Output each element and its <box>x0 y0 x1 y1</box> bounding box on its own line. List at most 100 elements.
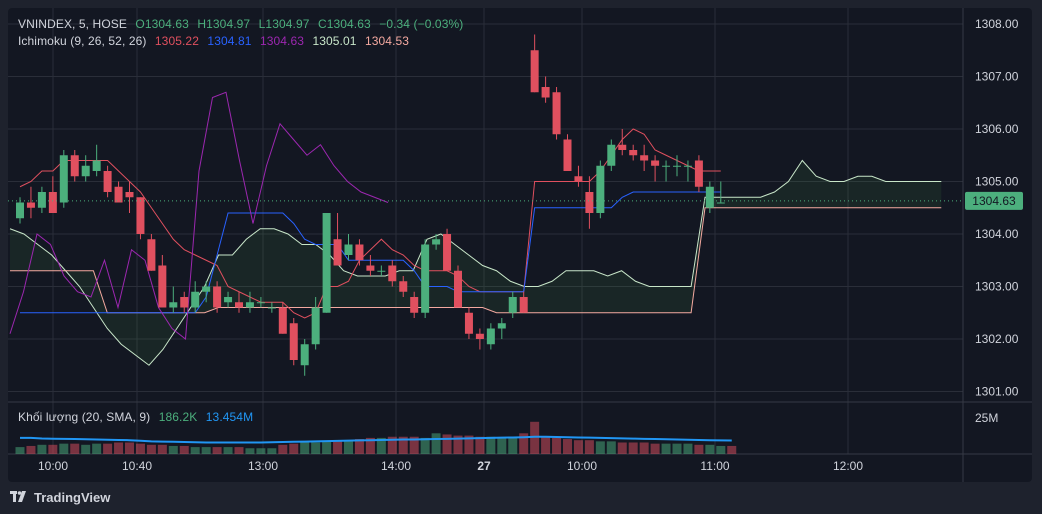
candle-body <box>508 297 517 313</box>
volume-name: Khối lượng (20, SMA, 9) <box>18 410 151 424</box>
price-tick-label: 1301.00 <box>975 385 1019 399</box>
candle-body <box>114 186 123 203</box>
candle-body <box>673 165 681 167</box>
price-tick-label: 1304.00 <box>975 227 1019 241</box>
volume-bar <box>705 444 715 454</box>
volume-bar <box>223 447 233 454</box>
volume-bar <box>628 442 638 454</box>
candle-body <box>388 265 397 282</box>
candle <box>136 197 145 240</box>
candle <box>26 186 35 219</box>
candle-body <box>59 155 68 203</box>
candle <box>563 134 572 171</box>
tradingview-footer[interactable]: TradingView <box>10 488 110 506</box>
time-tick-label: 10:00 <box>38 459 68 473</box>
volume-bar <box>365 437 375 454</box>
candle-body <box>355 244 364 261</box>
open-value: O1304.63 <box>135 17 189 31</box>
candle <box>114 181 123 203</box>
candle-body <box>103 171 112 192</box>
candle-body <box>399 281 408 292</box>
ichimoku-chikou-value: 1304.63 <box>259 34 305 48</box>
candle-body <box>344 244 353 255</box>
time-tick-label: 10:40 <box>122 459 152 473</box>
tradingview-logo-icon <box>10 491 30 503</box>
candle-body <box>497 323 506 329</box>
candle <box>147 234 156 271</box>
candle-body <box>454 270 462 308</box>
volume-bar <box>168 445 178 454</box>
ichimoku-tenkan-value: 1305.22 <box>154 34 199 48</box>
candle <box>333 213 342 266</box>
candle <box>574 165 583 187</box>
candle <box>486 323 495 350</box>
candle-body <box>245 302 254 308</box>
volume-bar <box>727 445 737 454</box>
ichimoku-spanb-value: 1304.53 <box>364 34 410 48</box>
candle-body <box>552 92 561 135</box>
volume-bar <box>201 447 211 454</box>
volume-bar <box>333 441 343 454</box>
volume-bar <box>278 444 288 454</box>
candle <box>366 255 375 276</box>
candle-body <box>607 144 616 166</box>
candle <box>16 197 24 224</box>
candle <box>519 291 528 313</box>
volume-sma-value: 13.454M <box>205 410 254 424</box>
volume-bar <box>530 421 540 454</box>
candle-body <box>716 202 725 204</box>
candle-body <box>585 192 594 213</box>
volume-bar <box>212 447 222 454</box>
candle <box>59 150 68 208</box>
candle-body <box>37 192 46 208</box>
chikou-line <box>9 91 389 340</box>
volume-sma-line <box>20 435 732 444</box>
candle <box>81 155 90 182</box>
volume-bar <box>541 436 551 454</box>
candle-body <box>596 165 605 213</box>
chart-frame[interactable]: 1304.63 1308.00 1307.00 1306.00 1305.00 1304.… <box>8 8 1032 482</box>
candle-body <box>475 333 484 339</box>
time-tick-label: 27 <box>477 459 491 473</box>
candle <box>388 260 397 287</box>
price-tick-label: 1308.00 <box>975 17 1019 31</box>
candle <box>673 155 681 177</box>
ichimoku-legend: Ichimoku (9, 26, 52, 26) 1305.22 1304.81… <box>18 34 414 48</box>
candles <box>16 34 725 376</box>
volume-bar <box>475 436 485 454</box>
candle <box>37 186 46 213</box>
volume-bar <box>661 443 671 454</box>
volume-bar <box>59 443 69 454</box>
price-tick-label: 1306.00 <box>975 122 1019 136</box>
candle <box>278 302 287 334</box>
volume-bar <box>135 443 145 454</box>
span-a-line <box>9 159 942 366</box>
candle-body <box>519 297 528 313</box>
volume-bar <box>431 433 441 454</box>
candle-body <box>224 297 233 303</box>
candle-body <box>158 265 167 308</box>
candle <box>399 276 408 297</box>
volume-bar <box>234 447 244 454</box>
candle <box>377 265 386 276</box>
volume-bar <box>103 443 113 454</box>
candle-body <box>651 160 660 166</box>
candle-body <box>563 139 572 171</box>
candle-body <box>421 244 430 313</box>
candle-body <box>322 213 331 313</box>
candle <box>256 297 265 308</box>
price-tick-label: 1302.00 <box>975 332 1019 346</box>
candle <box>289 318 298 366</box>
volume-bar <box>486 436 496 454</box>
volume-bar <box>190 447 200 454</box>
chart-canvas[interactable]: 1304.63 1308.00 1307.00 1306.00 1305.00 1304.… <box>8 8 1032 482</box>
candle-body <box>464 312 473 334</box>
volume-bar <box>617 442 627 454</box>
candle-body <box>125 192 134 198</box>
candle-body <box>169 302 178 308</box>
candle <box>421 239 430 318</box>
volume-bar <box>595 441 605 454</box>
volume-bar <box>311 442 321 454</box>
volume-bar <box>519 433 529 454</box>
candle <box>180 291 189 313</box>
